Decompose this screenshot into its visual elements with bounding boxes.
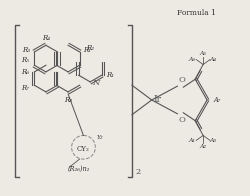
Text: A₄: A₄ [210, 57, 216, 62]
Text: R₇: R₇ [22, 84, 30, 92]
Text: CY₂: CY₂ [77, 145, 90, 153]
Text: A₁: A₁ [189, 138, 196, 143]
Text: R₈: R₈ [64, 96, 72, 104]
Text: 2: 2 [136, 168, 141, 176]
Text: O: O [178, 116, 185, 124]
Text: A₅: A₅ [200, 51, 206, 56]
Text: R₁: R₁ [106, 71, 114, 79]
Text: N: N [92, 79, 100, 87]
Text: R₆: R₆ [22, 68, 30, 76]
Text: O: O [178, 76, 185, 84]
Text: R₁: R₁ [84, 46, 92, 54]
Text: R₃: R₃ [22, 46, 30, 54]
Text: Y₂: Y₂ [96, 135, 103, 140]
Text: (R₂₆)n₂: (R₂₆)n₂ [68, 165, 90, 173]
Text: R₂: R₂ [86, 44, 94, 52]
Text: A₂: A₂ [200, 144, 206, 149]
Text: Ir: Ir [154, 95, 162, 104]
Text: Formula 1: Formula 1 [178, 9, 216, 17]
Text: A₆: A₆ [189, 57, 196, 62]
Text: R₅: R₅ [22, 56, 30, 64]
Text: A₇: A₇ [213, 96, 220, 104]
Text: R₄: R₄ [42, 34, 50, 42]
Text: A₃: A₃ [210, 138, 216, 143]
